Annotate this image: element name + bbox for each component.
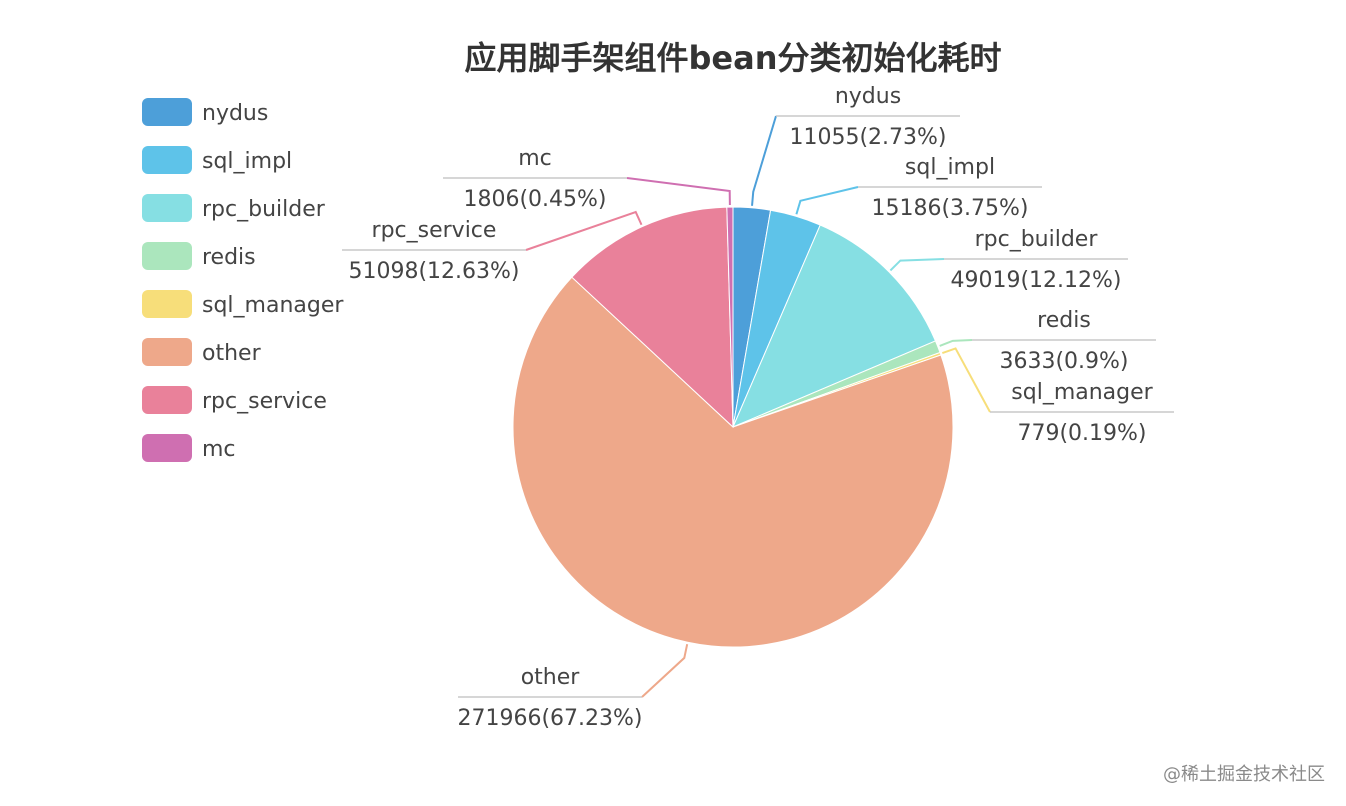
callout-name-mc: mc (518, 146, 552, 171)
leader-line-other (641, 644, 689, 698)
legend-swatch-rpc-service[interactable] (142, 386, 192, 414)
legend-swatch-mc[interactable] (142, 434, 192, 462)
callout-name-other: other (521, 665, 581, 690)
legend-label-sql-manager[interactable]: sql_manager (202, 293, 344, 318)
callout-value-sql-manager: 779(0.19%) (1017, 421, 1146, 446)
leader-line-rpc-service (525, 210, 643, 251)
legend-label-redis[interactable]: redis (202, 245, 256, 270)
leader-line-redis (939, 339, 973, 347)
callout-name-sql-manager: sql_manager (1011, 380, 1153, 405)
pie-slice-other[interactable] (512, 276, 954, 648)
pie-slice-mc[interactable] (726, 206, 734, 428)
callout-name-sql-impl: sql_impl (905, 155, 995, 180)
watermark: @稀土掘金技术社区 (1163, 764, 1325, 785)
chart-title: 应用脚手架组件bean分类初始化耗时 (465, 39, 1002, 77)
callout-value-nydus: 11055(2.73%) (789, 125, 946, 150)
leader-line-sql-manager (942, 347, 991, 413)
legend-swatch-redis[interactable] (142, 242, 192, 270)
leader-line-rpc-builder (889, 258, 945, 272)
callout-value-redis: 3633(0.9%) (999, 349, 1128, 374)
callout-value-sql-impl: 15186(3.75%) (871, 196, 1028, 221)
pie-slices (512, 206, 954, 648)
callout-value-rpc-builder: 49019(12.12%) (950, 268, 1121, 293)
callout-name-nydus: nydus (835, 84, 901, 109)
callout-name-redis: redis (1037, 308, 1091, 333)
legend-swatch-rpc-builder[interactable] (142, 194, 192, 222)
callout-name-rpc-builder: rpc_builder (975, 227, 1099, 252)
slice-callouts: nydus 11055(2.73%) sql_impl 15186(3.75%) rpc… (342, 84, 1174, 731)
legend-label-rpc-builder[interactable]: rpc_builder (202, 197, 326, 222)
leader-line-sql-impl (795, 186, 859, 215)
legend-swatch-nydus[interactable] (142, 98, 192, 126)
pie-slice-rpc-service[interactable] (571, 206, 734, 429)
legend-swatch-sql-manager[interactable] (142, 290, 192, 318)
legend-swatch-sql-impl[interactable] (142, 146, 192, 174)
leader-line-mc (626, 177, 731, 206)
legend-label-nydus[interactable]: nydus (202, 101, 268, 126)
callout-name-rpc-service: rpc_service (372, 218, 497, 243)
pie-slice-rpc-builder[interactable] (732, 224, 937, 428)
legend-label-mc[interactable]: mc (202, 437, 236, 462)
leader-line-nydus (751, 115, 777, 206)
legend-label-rpc-service[interactable]: rpc_service (202, 389, 327, 414)
callout-value-rpc-service: 51098(12.63%) (348, 259, 519, 284)
callout-value-mc: 1806(0.45%) (463, 187, 606, 212)
legend-label-sql-impl[interactable]: sql_impl (202, 149, 292, 174)
legend-label-other[interactable]: other (202, 341, 262, 366)
legend-swatch-other[interactable] (142, 338, 192, 366)
callout-value-other: 271966(67.23%) (457, 706, 642, 731)
